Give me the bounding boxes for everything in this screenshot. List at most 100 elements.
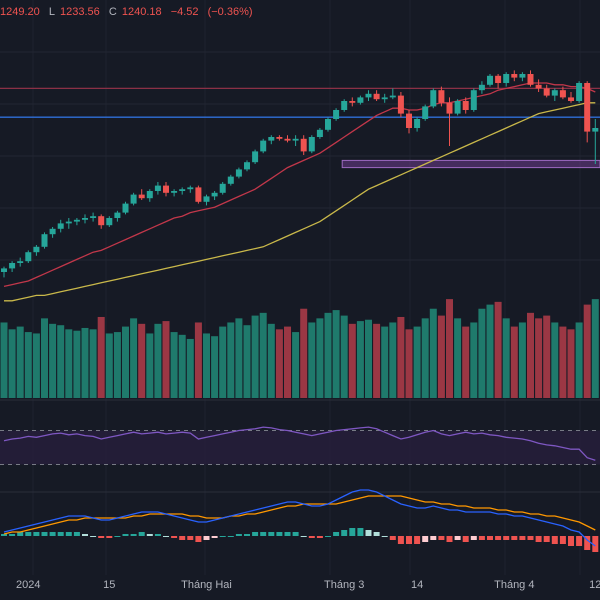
candle: [422, 104, 429, 121]
candle-body: [381, 97, 388, 100]
macd-histogram-bar: [503, 536, 510, 540]
macd-histogram-bar: [25, 532, 32, 536]
x-tick-label: Tháng 3: [324, 579, 364, 591]
moving-averages: [3, 82, 596, 302]
volume-bar: [32, 333, 40, 398]
candle: [219, 182, 226, 195]
candle-body: [519, 74, 526, 78]
candle: [325, 117, 331, 132]
volume-bar: [16, 326, 24, 398]
candle: [114, 210, 121, 222]
candle: [511, 70, 518, 82]
macd-histogram-bar: [389, 536, 396, 540]
candle: [576, 81, 583, 103]
candle: [179, 187, 186, 195]
macd-histogram-bar: [592, 536, 599, 552]
volume-bar: [292, 332, 300, 398]
volume-bar: [543, 315, 551, 398]
candle-body: [268, 137, 275, 141]
ohlc-low-label: L: [48, 6, 55, 18]
candle-body: [584, 83, 591, 132]
candle-body: [592, 128, 599, 132]
macd-line: [3, 489, 596, 547]
candle: [284, 135, 291, 143]
candle: [268, 135, 275, 145]
volume-bar: [365, 319, 372, 398]
candles-layer[interactable]: [1, 70, 599, 278]
volume-bar: [81, 327, 89, 398]
macd-histogram-bar: [316, 536, 323, 538]
macd-histogram-bar: [163, 536, 169, 537]
macd-histogram-bar: [300, 536, 307, 537]
candle: [292, 135, 299, 146]
volume-bar: [146, 333, 154, 398]
x-tick-label: 12: [589, 579, 600, 591]
volume-bar: [446, 299, 453, 398]
candle-body: [349, 101, 356, 103]
macd-histogram-bar: [122, 534, 129, 536]
volume-bar: [251, 315, 259, 398]
macd-histogram-bar: [341, 530, 348, 536]
macd-histogram-bar: [325, 536, 331, 537]
candle-body: [244, 162, 250, 170]
candle-body: [373, 93, 380, 100]
candle: [438, 86, 445, 107]
macd-histogram-bar: [462, 536, 469, 542]
macd-histogram-bar: [73, 532, 80, 536]
candle: [244, 160, 250, 172]
candle-body: [9, 263, 16, 269]
candle-body: [260, 140, 267, 152]
candle-body: [154, 185, 161, 191]
candle-body: [341, 101, 348, 110]
rsi-panel: [0, 426, 600, 465]
candle-body: [503, 74, 510, 83]
macd-histogram-bar: [276, 532, 283, 536]
candle-body: [300, 138, 307, 152]
candle: [519, 72, 526, 82]
rsi-line: [3, 426, 596, 461]
macd-histogram-bar: [98, 536, 105, 538]
volume-bar: [340, 315, 348, 398]
candle-body: [187, 187, 194, 190]
candle: [25, 250, 32, 263]
volume-bar: [332, 310, 340, 398]
volume-bar: [356, 321, 364, 398]
candle: [333, 108, 340, 121]
candle: [187, 185, 194, 193]
candle: [82, 214, 88, 224]
candle: [535, 79, 542, 92]
candle-body: [122, 203, 129, 213]
candle: [300, 135, 307, 155]
ohlc-high-value: 1249.20: [0, 6, 40, 18]
candle-body: [543, 88, 550, 96]
candle-body: [511, 74, 518, 78]
candle-body: [227, 176, 234, 184]
candle-body: [163, 185, 169, 193]
candle-body: [316, 129, 323, 137]
macd-histogram-bar: [9, 534, 16, 536]
macd-histogram-bar: [373, 532, 380, 536]
candle: [365, 90, 372, 101]
macd-histogram-bar: [260, 532, 267, 536]
candle-body: [478, 84, 485, 91]
volume-bar: [186, 338, 194, 398]
candle-body: [276, 137, 283, 139]
macd-histogram-bar: [487, 536, 493, 540]
macd-histogram-bar: [543, 536, 550, 542]
candle: [462, 97, 469, 114]
candle-body: [235, 169, 242, 177]
volume-bar: [267, 323, 275, 398]
candle: [138, 189, 145, 200]
candle: [163, 182, 169, 197]
candle: [316, 128, 323, 139]
macd-histogram-bar: [292, 532, 299, 536]
candle: [495, 74, 502, 89]
volume-bar: [421, 318, 429, 398]
candle-body: [527, 74, 534, 85]
candle: [98, 214, 105, 229]
candle: [373, 90, 380, 101]
macd-histogram-bar: [333, 532, 340, 536]
candle-body: [49, 228, 56, 235]
